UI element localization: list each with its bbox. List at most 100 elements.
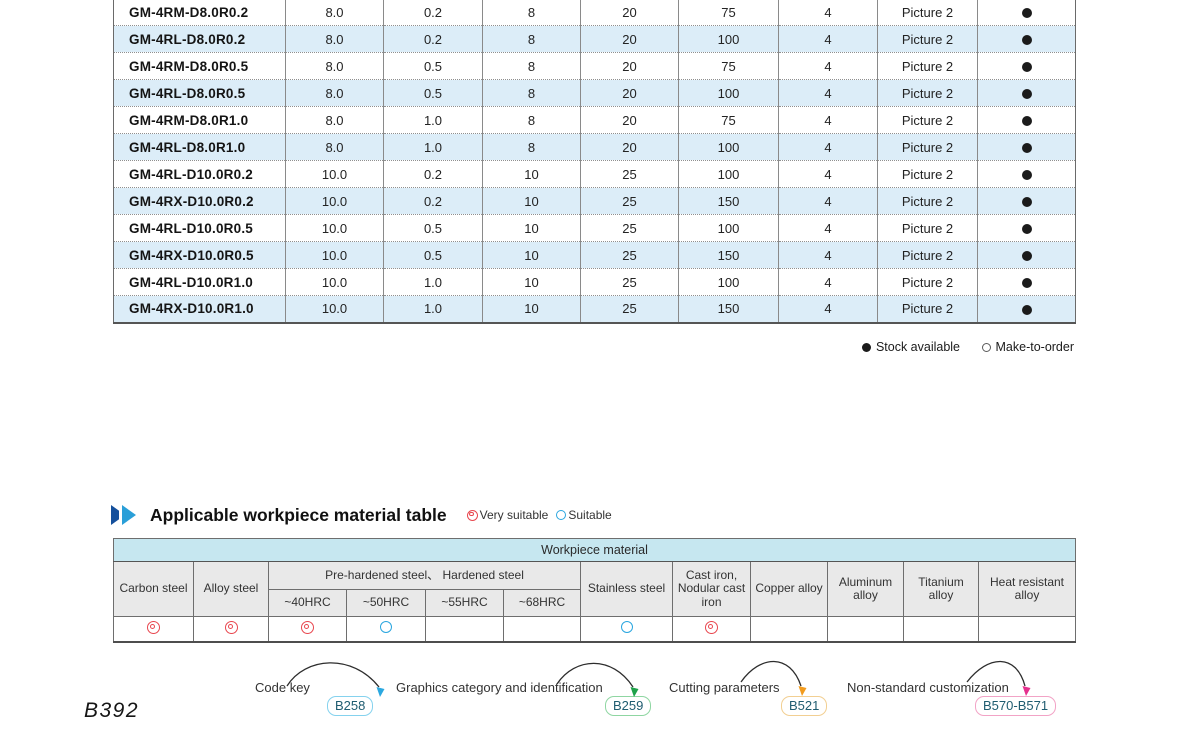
- value-cell: 10.0: [285, 241, 384, 269]
- value-cell: 8: [482, 0, 581, 26]
- model-cell: GM-4RL-D8.0R0.2: [113, 25, 286, 53]
- value-cell: 75: [678, 0, 779, 26]
- col-aluminum-alloy: Aluminum alloy: [827, 561, 904, 617]
- value-cell: 1.0: [383, 295, 483, 323]
- value-cell: 20: [580, 133, 679, 161]
- material-section-heading: Applicable workpiece material table Very…: [110, 503, 612, 527]
- value-cell: 4: [778, 25, 878, 53]
- value-cell: 4: [778, 79, 878, 107]
- value-cell: 100: [678, 214, 779, 242]
- model-cell: GM-4RL-D10.0R0.2: [113, 160, 286, 188]
- stock-cell: [977, 214, 1076, 242]
- stock-cell: [977, 25, 1076, 53]
- value-cell: 10: [482, 187, 581, 215]
- value-cell: 150: [678, 295, 779, 323]
- double-chevron-icon: [111, 505, 136, 525]
- very-suitable-label: Very suitable: [479, 508, 549, 522]
- suitable-legend: Suitable: [556, 508, 612, 522]
- footer-label-code-key: Code key: [255, 680, 310, 695]
- stock-cell: [977, 0, 1076, 26]
- page-ref-b570-b571[interactable]: B570-B571: [975, 696, 1057, 716]
- value-cell: Picture 2: [877, 214, 978, 242]
- footer-label-nonstandard: Non-standard customization: [847, 680, 1009, 695]
- model-cell: GM-4RM-D8.0R0.5: [113, 52, 286, 80]
- product-row: GM-4RL-D10.0R1.0 10.0 1.0 10 25 100 4 Picture 2: [113, 268, 1076, 296]
- value-cell: 10.0: [285, 214, 384, 242]
- value-cell: 4: [778, 160, 878, 188]
- value-cell: 1.0: [383, 268, 483, 296]
- page-ref-b258[interactable]: B258: [327, 696, 374, 716]
- suitable-icon: [380, 621, 392, 634]
- value-cell: 4: [778, 295, 878, 323]
- value-cell: 0.2: [383, 160, 483, 188]
- value-cell: 25: [580, 160, 679, 188]
- col-carbon-steel: Carbon steel: [113, 561, 194, 617]
- value-cell: 1.0: [383, 133, 483, 161]
- rating-cell: [977, 616, 1077, 642]
- stock-available-icon: [1021, 62, 1032, 73]
- very-suitable-icon: [301, 620, 314, 634]
- value-cell: 8.0: [285, 0, 384, 26]
- page-ref-b521[interactable]: B521: [781, 696, 828, 716]
- stock-available-icon: [1021, 35, 1032, 46]
- value-cell: 100: [678, 268, 779, 296]
- rating-cell: [503, 616, 581, 642]
- page-ref-b259[interactable]: B259: [605, 696, 652, 716]
- value-cell: 4: [778, 52, 878, 80]
- value-cell: 100: [678, 160, 779, 188]
- value-cell: 8: [482, 52, 581, 80]
- suitable-icon: [556, 510, 567, 520]
- value-cell: 20: [580, 25, 679, 53]
- model-cell: GM-4RL-D8.0R1.0: [113, 133, 286, 161]
- stock-legend: Stock available Make-to-order: [113, 340, 1074, 354]
- value-cell: 20: [580, 0, 679, 26]
- value-cell: 100: [678, 79, 779, 107]
- stock-available-icon: [1021, 197, 1032, 208]
- value-cell: 0.5: [383, 241, 483, 269]
- model-cell: GM-4RL-D10.0R0.5: [113, 214, 286, 242]
- stock-available-legend: Stock available: [861, 340, 961, 354]
- model-cell: GM-4RL-D8.0R0.5: [113, 79, 286, 107]
- stock-cell: [978, 296, 1076, 323]
- very-suitable-icon: [224, 620, 238, 634]
- rating-cell: [346, 616, 426, 642]
- value-cell: 10: [482, 160, 581, 188]
- rating-cell: [903, 616, 979, 642]
- value-cell: Picture 2: [877, 241, 978, 269]
- rating-cell: [672, 616, 751, 642]
- page-number: B392: [84, 699, 140, 722]
- value-cell: 10.0: [285, 160, 384, 188]
- make-to-order-icon: [981, 342, 991, 352]
- value-cell: 100: [678, 133, 779, 161]
- product-row: GM-4RX-D10.0R1.0 10.0 1.0 10 25 150 4 Picture 2: [113, 295, 1076, 323]
- value-cell: 4: [778, 0, 878, 26]
- stock-available-icon: [1021, 89, 1032, 100]
- value-cell: 4: [778, 268, 878, 296]
- product-row: GM-4RL-D10.0R0.5 10.0 0.5 10 25 100 4 Picture 2: [113, 214, 1076, 242]
- value-cell: 8.0: [285, 133, 384, 161]
- value-cell: 20: [580, 52, 679, 80]
- value-cell: Picture 2: [877, 25, 978, 53]
- workpiece-ratings-row: [113, 616, 1077, 642]
- value-cell: 25: [580, 295, 679, 323]
- value-cell: 10.0: [285, 295, 384, 323]
- value-cell: 20: [580, 79, 679, 107]
- product-table-body: GM-4RM-D8.0R0.2 8.0 0.2 8 20 75 4 Picture 2 GM-4…: [113, 0, 1076, 323]
- value-cell: 150: [678, 187, 779, 215]
- very-suitable-legend: Very suitable: [466, 508, 549, 522]
- section-title: Applicable workpiece material table: [150, 504, 447, 525]
- value-cell: 25: [580, 241, 679, 269]
- stock-available-icon: [1021, 304, 1032, 315]
- value-cell: Picture 2: [877, 52, 978, 80]
- value-cell: 8: [482, 25, 581, 53]
- stock-available-icon: [1021, 251, 1032, 262]
- col-titanium-alloy: Titanium alloy: [903, 561, 979, 617]
- product-row: GM-4RX-D10.0R0.2 10.0 0.2 10 25 150 4 Picture 2: [113, 187, 1076, 215]
- product-row: GM-4RL-D8.0R1.0 8.0 1.0 8 20 100 4 Picture 2: [113, 133, 1076, 161]
- value-cell: 10: [482, 241, 581, 269]
- col-group-hardened: Pre-hardened steel、 Hardened steel: [268, 561, 581, 590]
- rating-cell: [827, 616, 904, 642]
- product-spec-table: GM-4RM-D8.0R0.2 8.0 0.2 8 20 75 4 Picture 2 GM-4…: [113, 0, 1076, 324]
- value-cell: 8.0: [285, 25, 384, 53]
- stock-available-label: Stock available: [875, 340, 961, 354]
